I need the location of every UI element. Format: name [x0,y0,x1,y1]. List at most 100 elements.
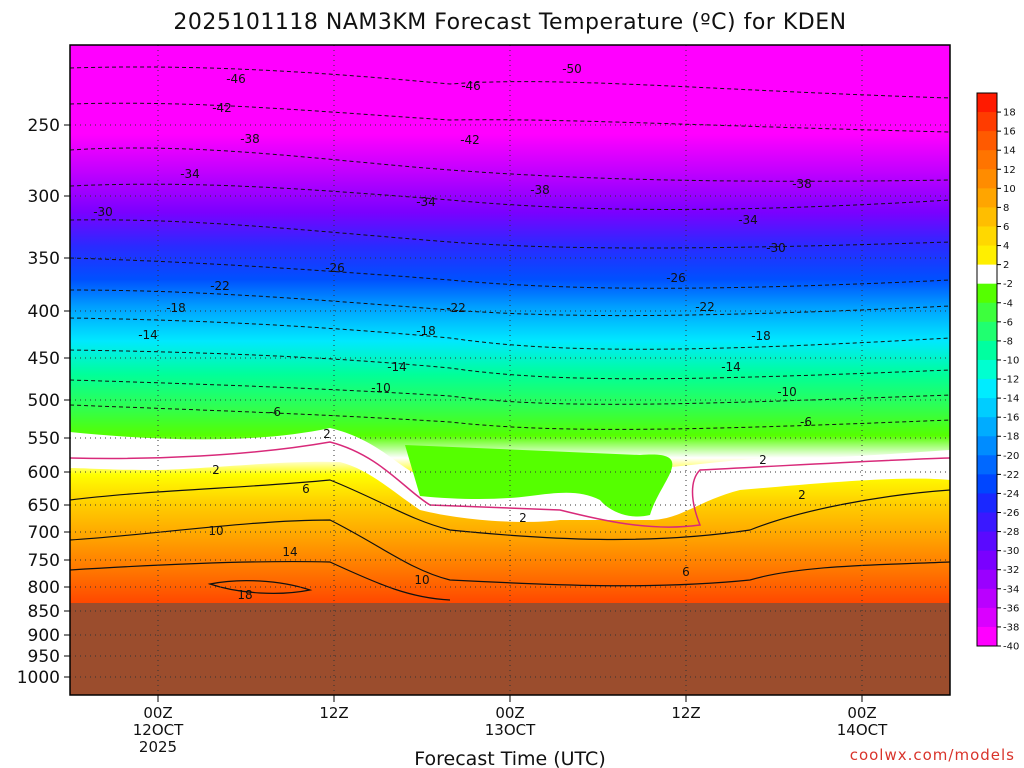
contour-label: 10 [414,573,429,587]
colorbar-label: -18 [1003,432,1019,443]
colorbar-label: 18 [1003,108,1016,119]
colorbar-label: -20 [1003,451,1019,462]
y-tick-label: 800 [28,578,60,598]
contour-label: -38 [530,183,550,197]
contour-label: -46 [226,72,246,86]
colorbar-label: 6 [1003,222,1009,233]
x-tick-label: 00Z [143,704,172,722]
contour-label: -26 [325,261,345,275]
colorbar-swatch [977,550,997,571]
contour-label: -22 [446,301,466,315]
colorbar-label: -6 [1003,317,1013,328]
colorbar-swatch [977,93,997,113]
colorbar: 18 16 14 12 10 8 6 4 2 -2 -4 -6 -8 -10 -12 -14 -16 -18 -20… [976,92,1019,653]
contour-label: -30 [766,241,786,255]
colorbar-label: -24 [1003,489,1019,500]
colorbar-label: 12 [1003,165,1016,176]
contour-labels: -50 -46 -46 -42 -42 -38 -38 -38 -34 -34 -34 -30 -30 -… [93,62,812,602]
contour-label: -18 [166,301,186,315]
colorbar-label: -28 [1003,527,1019,538]
colorbar-swatch [977,455,997,475]
colorbar-swatch [977,531,997,552]
colorbar-swatch [977,340,997,361]
colorbar-label: 14 [1003,146,1016,157]
y-tick-label: 300 [28,187,60,207]
y-tick-label: 1000 [17,668,60,688]
colorbar-label: -2 [1003,279,1013,290]
contour-label: -46 [461,79,481,93]
contour-label: -38 [792,177,812,191]
y-tick-label: 700 [28,523,60,543]
colorbar-swatch [977,245,997,266]
colorbar-swatch [977,379,997,399]
colorbar-swatch [977,188,997,208]
y-tick-label: 250 [28,116,60,136]
colorbar-swatch [977,512,997,533]
colorbar-swatch [977,436,997,456]
colorbar-swatch [977,626,997,647]
contour-label: -10 [371,381,391,395]
colorbar-label: -12 [1003,375,1019,386]
x-tick-label: 2025 [139,738,177,756]
colorbar-swatch [977,112,997,132]
y-tick-label: 900 [28,626,60,646]
contour-label: -30 [93,205,113,219]
colorbar-label: -38 [1003,622,1019,633]
chart-title: 2025101118 NAM3KM Forecast Temperature (… [173,10,846,35]
contour-label: -26 [666,271,686,285]
contours-positive [69,479,951,601]
colorbar-swatch [977,474,997,494]
contours-negative [69,66,951,430]
contour-label: -22 [210,279,230,293]
colorbar-swatch [977,417,997,437]
contour-label: -42 [212,101,232,115]
contour-label: -18 [416,324,436,338]
contour-label: 6 [302,482,310,496]
freezing-line [69,441,951,528]
y-tick-label: 750 [28,551,60,571]
contour-label: 14 [282,545,297,559]
contour-label: -34 [180,167,200,181]
contour-label: 2 [519,511,527,525]
contour-label: 18 [237,588,252,602]
colorbar-swatch [977,321,997,342]
colorbar-label: -10 [1003,355,1019,366]
contour-label: -14 [721,360,741,374]
colorbar-label: 2 [1003,260,1009,271]
colorbar-swatch [977,493,997,514]
colorbar-label: -30 [1003,546,1019,557]
colorbar-swatch [977,588,997,609]
green-bulge [405,445,673,517]
contour-label: -34 [416,195,436,209]
contour-label: -10 [777,385,797,399]
colorbar-swatch [977,150,997,170]
contour-label: -18 [751,329,771,343]
colorbar-label: 4 [1003,241,1009,252]
contour-label: 6 [682,565,690,579]
x-tick-label: 14OCT [837,721,888,739]
x-tick-label: 00Z [495,704,524,722]
y-tick-label: 350 [28,249,60,269]
x-axis-label: Forecast Time (UTC) [414,748,605,768]
colorbar-label: -22 [1003,470,1019,481]
colorbar-label: -40 [1003,642,1019,653]
contour-label: -22 [695,300,715,314]
colorbar-label: -8 [1003,336,1013,347]
contour-label: -50 [562,62,582,76]
contour-label: -14 [387,360,407,374]
contour-label: 2 [323,427,331,441]
x-tick-label: 12OCT [133,721,184,739]
colorbar-label: -14 [1003,394,1019,405]
colorbar-label: -32 [1003,565,1019,576]
colorbar-label: 8 [1003,203,1009,214]
contour-label: -14 [138,328,158,342]
colorbar-swatch [977,169,997,189]
colorbar-label: 10 [1003,184,1016,195]
ground-below-surface [70,603,950,695]
contour-label: -42 [460,133,480,147]
y-axis: 250 300 350 400 450 500 550 600 650 700 750 800 850 9… [17,116,70,688]
colorbar-swatch [977,607,997,628]
y-tick-label: 550 [28,429,60,449]
